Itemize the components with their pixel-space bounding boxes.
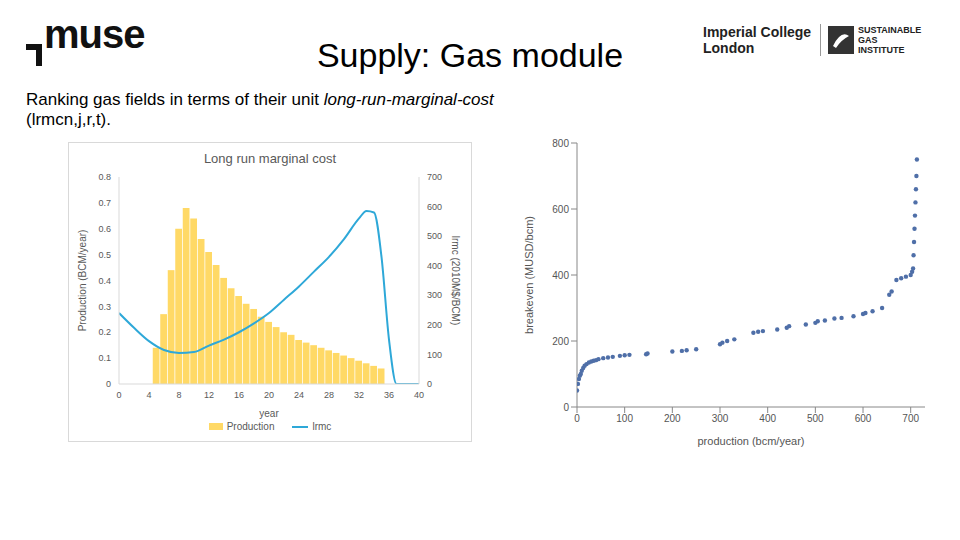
svg-text:16: 16: [234, 390, 244, 400]
svg-text:4: 4: [146, 390, 151, 400]
html-text:GAS: GAS: [858, 35, 878, 45]
svg-text:Production (BCM/year): Production (BCM/year): [77, 230, 88, 332]
svg-text:200: 200: [552, 336, 569, 347]
svg-text:700: 700: [902, 413, 919, 424]
svg-text:400: 400: [759, 413, 776, 424]
html-text:Supply: Gas module: Supply: Gas module: [316, 36, 624, 74]
html-text:London: London: [703, 40, 755, 56]
html-text:Ranking gas fields in terms of: Ranking gas fields in terms of their uni…: [26, 90, 494, 109]
svg-text:100: 100: [616, 413, 633, 424]
svg-text:12: 12: [204, 390, 214, 400]
html-text:lrmc: lrmc: [312, 421, 332, 432]
svg-text:0.4: 0.4: [98, 276, 111, 286]
svg-text:breakeven (MUSD/bcm): breakeven (MUSD/bcm): [523, 216, 535, 334]
svg-text:0: 0: [116, 390, 121, 400]
svg-text:0.6: 0.6: [98, 224, 111, 234]
svg-text:0: 0: [574, 413, 580, 424]
html-text:muse: muse: [44, 12, 145, 56]
svg-text:20: 20: [264, 390, 274, 400]
svg-text:100: 100: [427, 350, 442, 360]
svg-text:production (bcm/year): production (bcm/year): [698, 435, 805, 447]
svg-text:0.1: 0.1: [98, 353, 111, 363]
svg-text:500: 500: [427, 231, 442, 241]
svg-text:lrmc (2010M$/BCM): lrmc (2010M$/BCM): [450, 236, 461, 325]
svg-text:600: 600: [427, 202, 442, 212]
html-text:SUSTAINABLE: SUSTAINABLE: [858, 25, 922, 35]
svg-text:800: 800: [552, 138, 569, 149]
svg-text:500: 500: [807, 413, 824, 424]
svg-text:600: 600: [855, 413, 872, 424]
html-text:Long run marginal cost: Long run marginal cost: [203, 151, 337, 166]
svg-text:300: 300: [712, 413, 729, 424]
svg-text:0.7: 0.7: [98, 198, 111, 208]
svg-text:8: 8: [176, 390, 181, 400]
svg-text:0.2: 0.2: [98, 327, 111, 337]
svg-text:40: 40: [414, 390, 424, 400]
svg-text:28: 28: [324, 390, 334, 400]
html-text:INSTITUTE: INSTITUTE: [858, 45, 905, 55]
svg-text:600: 600: [552, 204, 569, 215]
svg-text:0.8: 0.8: [98, 172, 111, 182]
svg-text:400: 400: [552, 270, 569, 281]
svg-text:24: 24: [294, 390, 304, 400]
svg-text:36: 36: [384, 390, 394, 400]
svg-text:200: 200: [664, 413, 681, 424]
svg-text:year: year: [259, 408, 279, 419]
svg-text:32: 32: [354, 390, 364, 400]
svg-text:0: 0: [563, 402, 569, 413]
html-text:Production: Production: [226, 421, 275, 432]
svg-text:0.5: 0.5: [98, 250, 111, 260]
svg-text:700: 700: [427, 172, 442, 182]
html-text:(lrmcn,j,r,t).: (lrmcn,j,r,t).: [26, 110, 111, 129]
svg-text:300: 300: [427, 290, 442, 300]
html-text:Imperial College: Imperial College: [703, 24, 812, 40]
svg-text:200: 200: [427, 320, 442, 330]
svg-text:0.3: 0.3: [98, 302, 111, 312]
svg-text:0: 0: [427, 379, 432, 389]
svg-text:0: 0: [106, 379, 111, 389]
svg-text:400: 400: [427, 261, 442, 271]
